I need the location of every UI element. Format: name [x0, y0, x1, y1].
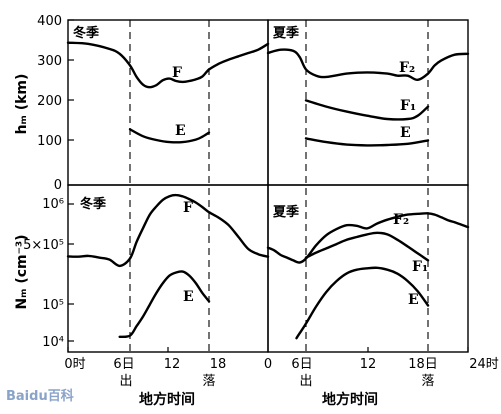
x-axis-title-right: 地方时间 [322, 391, 378, 408]
bottom-right-f2-curve [266, 212, 470, 264]
y-tick-label: 5×10⁵ [23, 238, 64, 253]
sunrise-label: 出 [299, 374, 312, 389]
x-tick-label: 12 [360, 357, 377, 372]
curve-label-f: F [183, 200, 193, 216]
sunset-label: 落 [421, 374, 434, 389]
curve-label-f1: F₁ [400, 98, 416, 114]
x-tick-label: 18日 [408, 357, 438, 372]
top-right-panel [267, 19, 469, 186]
curve-label-e: E [183, 289, 194, 305]
y-tick-label: 400 [37, 14, 62, 29]
top-left-e-curve [128, 128, 211, 144]
top-left-f-curve [66, 41, 270, 89]
curve-label-f1: F₁ [412, 259, 428, 275]
bottom-y-axis: 10⁶ 5×10⁵ 10⁵ 10⁴ [23, 197, 74, 350]
bottom-left-e-curve [118, 270, 211, 339]
bottom-right-f1-curve [304, 231, 430, 262]
curve-label-f: F [172, 65, 182, 81]
top-y-axis: 400 300 200 100 0 [37, 14, 74, 193]
data-curves [66, 41, 470, 340]
bottom-left-f-curve [66, 193, 270, 268]
watermark: Baidu百科 [6, 388, 74, 404]
curve-label-e: E [408, 292, 419, 308]
x-tick-label: 18 [210, 357, 227, 372]
curve-label-f2: F₂ [399, 60, 415, 76]
top-right-f2-curve [266, 48, 470, 82]
y-axis-title-bottom: Nₘ (cm⁻³) [14, 234, 30, 309]
watermark-text: Baidu百科 [6, 388, 74, 404]
x-axis-title-left: 地方时间 [139, 391, 195, 408]
sunset-label: 落 [202, 374, 215, 389]
x-tick-label: 0 [264, 357, 272, 372]
x-axis [67, 347, 469, 352]
x-tick-label: 24时 [469, 357, 499, 372]
season-label: 冬季 [80, 196, 106, 212]
top-right-e-curve [304, 137, 430, 147]
y-tick-label: 300 [37, 54, 62, 69]
top-right-f1-curve [304, 99, 430, 121]
x-tick-label: 6日 [291, 357, 312, 372]
sunrise-label: 出 [119, 374, 132, 389]
x-tick-label: 12 [164, 357, 181, 372]
x-tick-label: 0时 [64, 357, 85, 372]
y-tick-label: 10⁵ [42, 298, 64, 313]
season-label: 夏季 [272, 204, 299, 220]
y-tick-label: 10⁴ [42, 335, 64, 350]
bottom-right-e-curve [295, 266, 430, 340]
curve-label-e: E [175, 123, 186, 139]
y-tick-label: 100 [37, 134, 62, 149]
season-label: 夏季 [272, 25, 299, 41]
y-tick-label: 0 [54, 178, 62, 193]
curve-label-f2: F₂ [393, 212, 409, 228]
curve-label-e: E [400, 125, 411, 141]
season-label: 冬季 [73, 25, 99, 41]
y-tick-label: 200 [37, 94, 62, 109]
y-tick-label: 10⁶ [42, 197, 64, 212]
y-axis-title-top: hₘ (km) [14, 74, 30, 135]
x-tick-label: 6日 [113, 357, 134, 372]
